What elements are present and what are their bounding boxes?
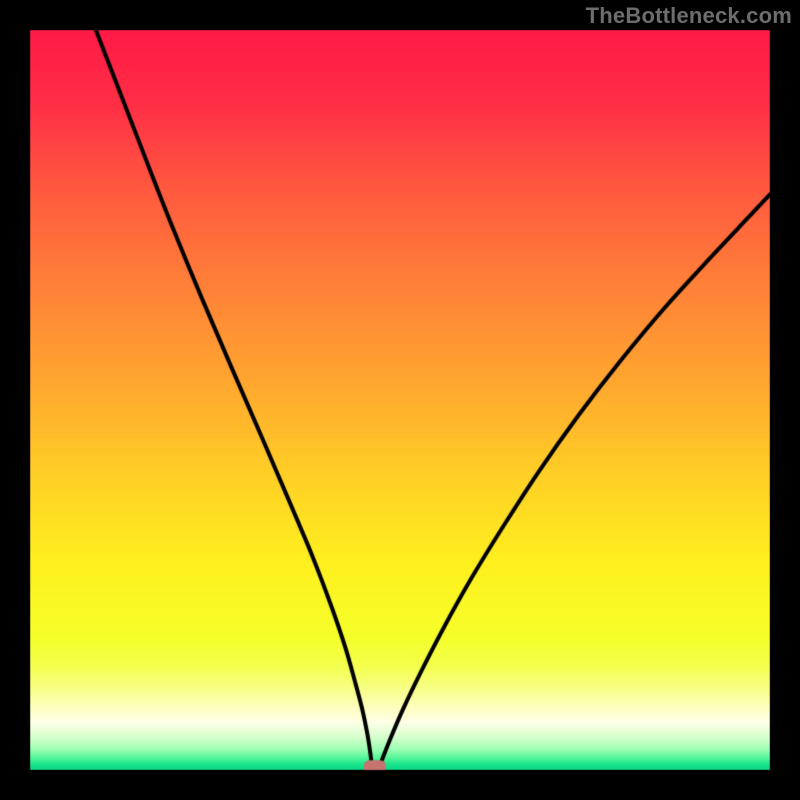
chart-container: { "canvas": { "width": 800, "height": 80… bbox=[0, 0, 800, 800]
bottleneck-curve bbox=[0, 0, 800, 800]
watermark-text: TheBottleneck.com bbox=[586, 3, 792, 29]
